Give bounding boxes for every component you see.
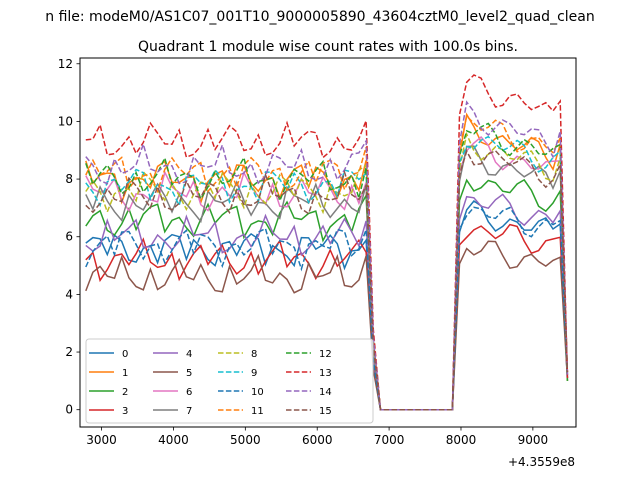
series-line-0	[85, 199, 569, 411]
x-tick-label: 8000	[446, 433, 477, 447]
series-line-13	[85, 74, 569, 411]
x-axis-ticks: 3000 4000 5000 6000 7000 8000 9000	[86, 427, 548, 447]
series-line-5	[85, 240, 569, 411]
axes-frame	[79, 57, 577, 428]
y-axis-ticks: 0 2 4 6 8 10 12	[58, 57, 80, 417]
legend-label-7: 7	[186, 406, 192, 417]
series-line-6	[85, 135, 569, 411]
y-tick-label: 2	[65, 345, 73, 359]
legend-label-9: 9	[251, 368, 257, 379]
series-group	[85, 74, 569, 411]
legend-label-5: 5	[186, 368, 192, 379]
series-line-9	[85, 135, 569, 411]
series-line-10	[85, 206, 569, 411]
legend-label-2: 2	[122, 387, 128, 398]
x-tick-label: 4000	[158, 433, 189, 447]
x-tick-label: 5000	[230, 433, 261, 447]
legend-label-4: 4	[186, 349, 192, 360]
series-line-12	[85, 122, 569, 411]
legend-label-12: 12	[319, 349, 332, 360]
legend-label-11: 11	[251, 406, 264, 417]
legend-label-1: 1	[122, 368, 128, 379]
figure-suptitle: n file: modeM0/AS1C07_001T10_9000005890_…	[45, 9, 594, 25]
legend-label-3: 3	[122, 406, 128, 417]
series-line-4	[85, 193, 569, 411]
legend-label-13: 13	[319, 368, 332, 379]
y-tick-label: 12	[58, 57, 73, 71]
series-line-11	[85, 114, 569, 411]
y-tick-label: 6	[65, 230, 73, 244]
x-tick-label: 6000	[302, 433, 333, 447]
y-tick-label: 4	[65, 287, 73, 301]
y-tick-label: 10	[58, 114, 73, 128]
legend-label-10: 10	[251, 387, 264, 398]
legend-label-15: 15	[319, 406, 332, 417]
series-line-15	[85, 149, 569, 411]
series-line-14	[85, 100, 569, 411]
x-axis-offset-label: +4.3559e8	[508, 455, 575, 469]
legend-label-8: 8	[251, 349, 257, 360]
x-tick-label: 9000	[518, 433, 549, 447]
legend-label-6: 6	[186, 387, 192, 398]
legend-label-0: 0	[122, 349, 128, 360]
x-tick-label: 3000	[86, 433, 117, 447]
y-tick-label: 8	[65, 172, 73, 186]
legend-frame	[85, 338, 374, 424]
legend-label-14: 14	[319, 387, 332, 398]
y-tick-label: 0	[65, 403, 73, 417]
chart-title: Quadrant 1 module wise count rates with …	[138, 39, 518, 55]
series-line-7	[85, 145, 569, 411]
x-tick-label: 7000	[374, 433, 405, 447]
series-line-3	[85, 223, 569, 411]
